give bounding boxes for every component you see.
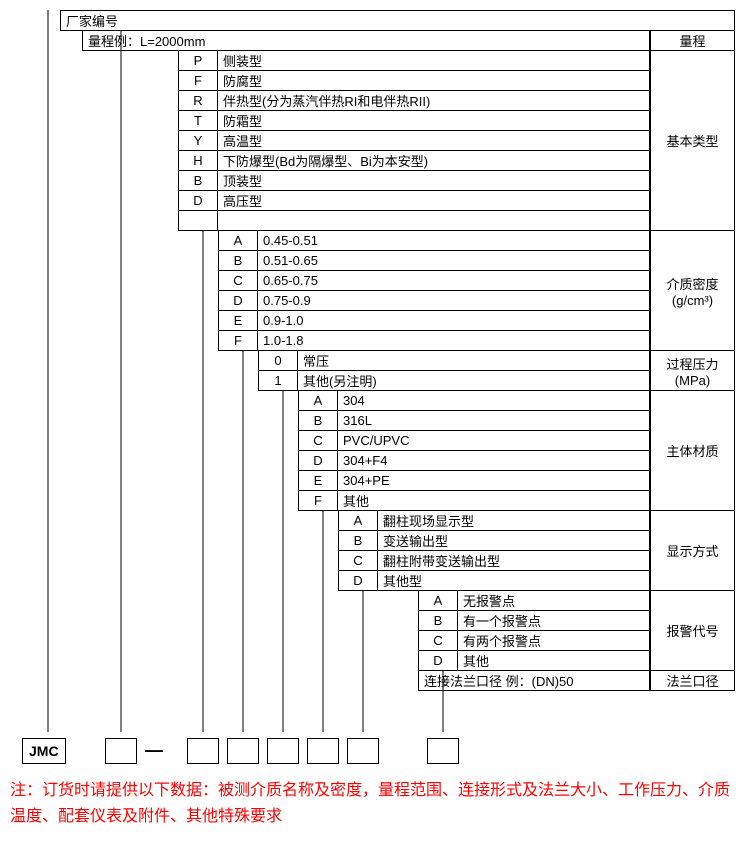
order-prefix-box: JMC xyxy=(22,738,66,764)
order-slot-2 xyxy=(187,738,219,764)
footnote-text: 注：订货时请提供以下数据：被测介质名称及密度，量程范围、连接形式及法兰大小、工作… xyxy=(10,778,730,829)
order-slot-3 xyxy=(227,738,259,764)
order-code-row: JMC — xyxy=(10,738,740,768)
connector-lines xyxy=(10,10,740,736)
order-slot-7 xyxy=(427,738,459,764)
ordering-code-diagram: 厂家编号量程例：L=2000mm量程P侧装型F防腐型R伴热型(分为蒸汽伴热RI和… xyxy=(10,10,740,734)
order-slot-6 xyxy=(347,738,379,764)
dash-separator: — xyxy=(145,740,163,761)
order-slot-1 xyxy=(105,738,137,764)
order-slot-5 xyxy=(307,738,339,764)
order-slot-4 xyxy=(267,738,299,764)
